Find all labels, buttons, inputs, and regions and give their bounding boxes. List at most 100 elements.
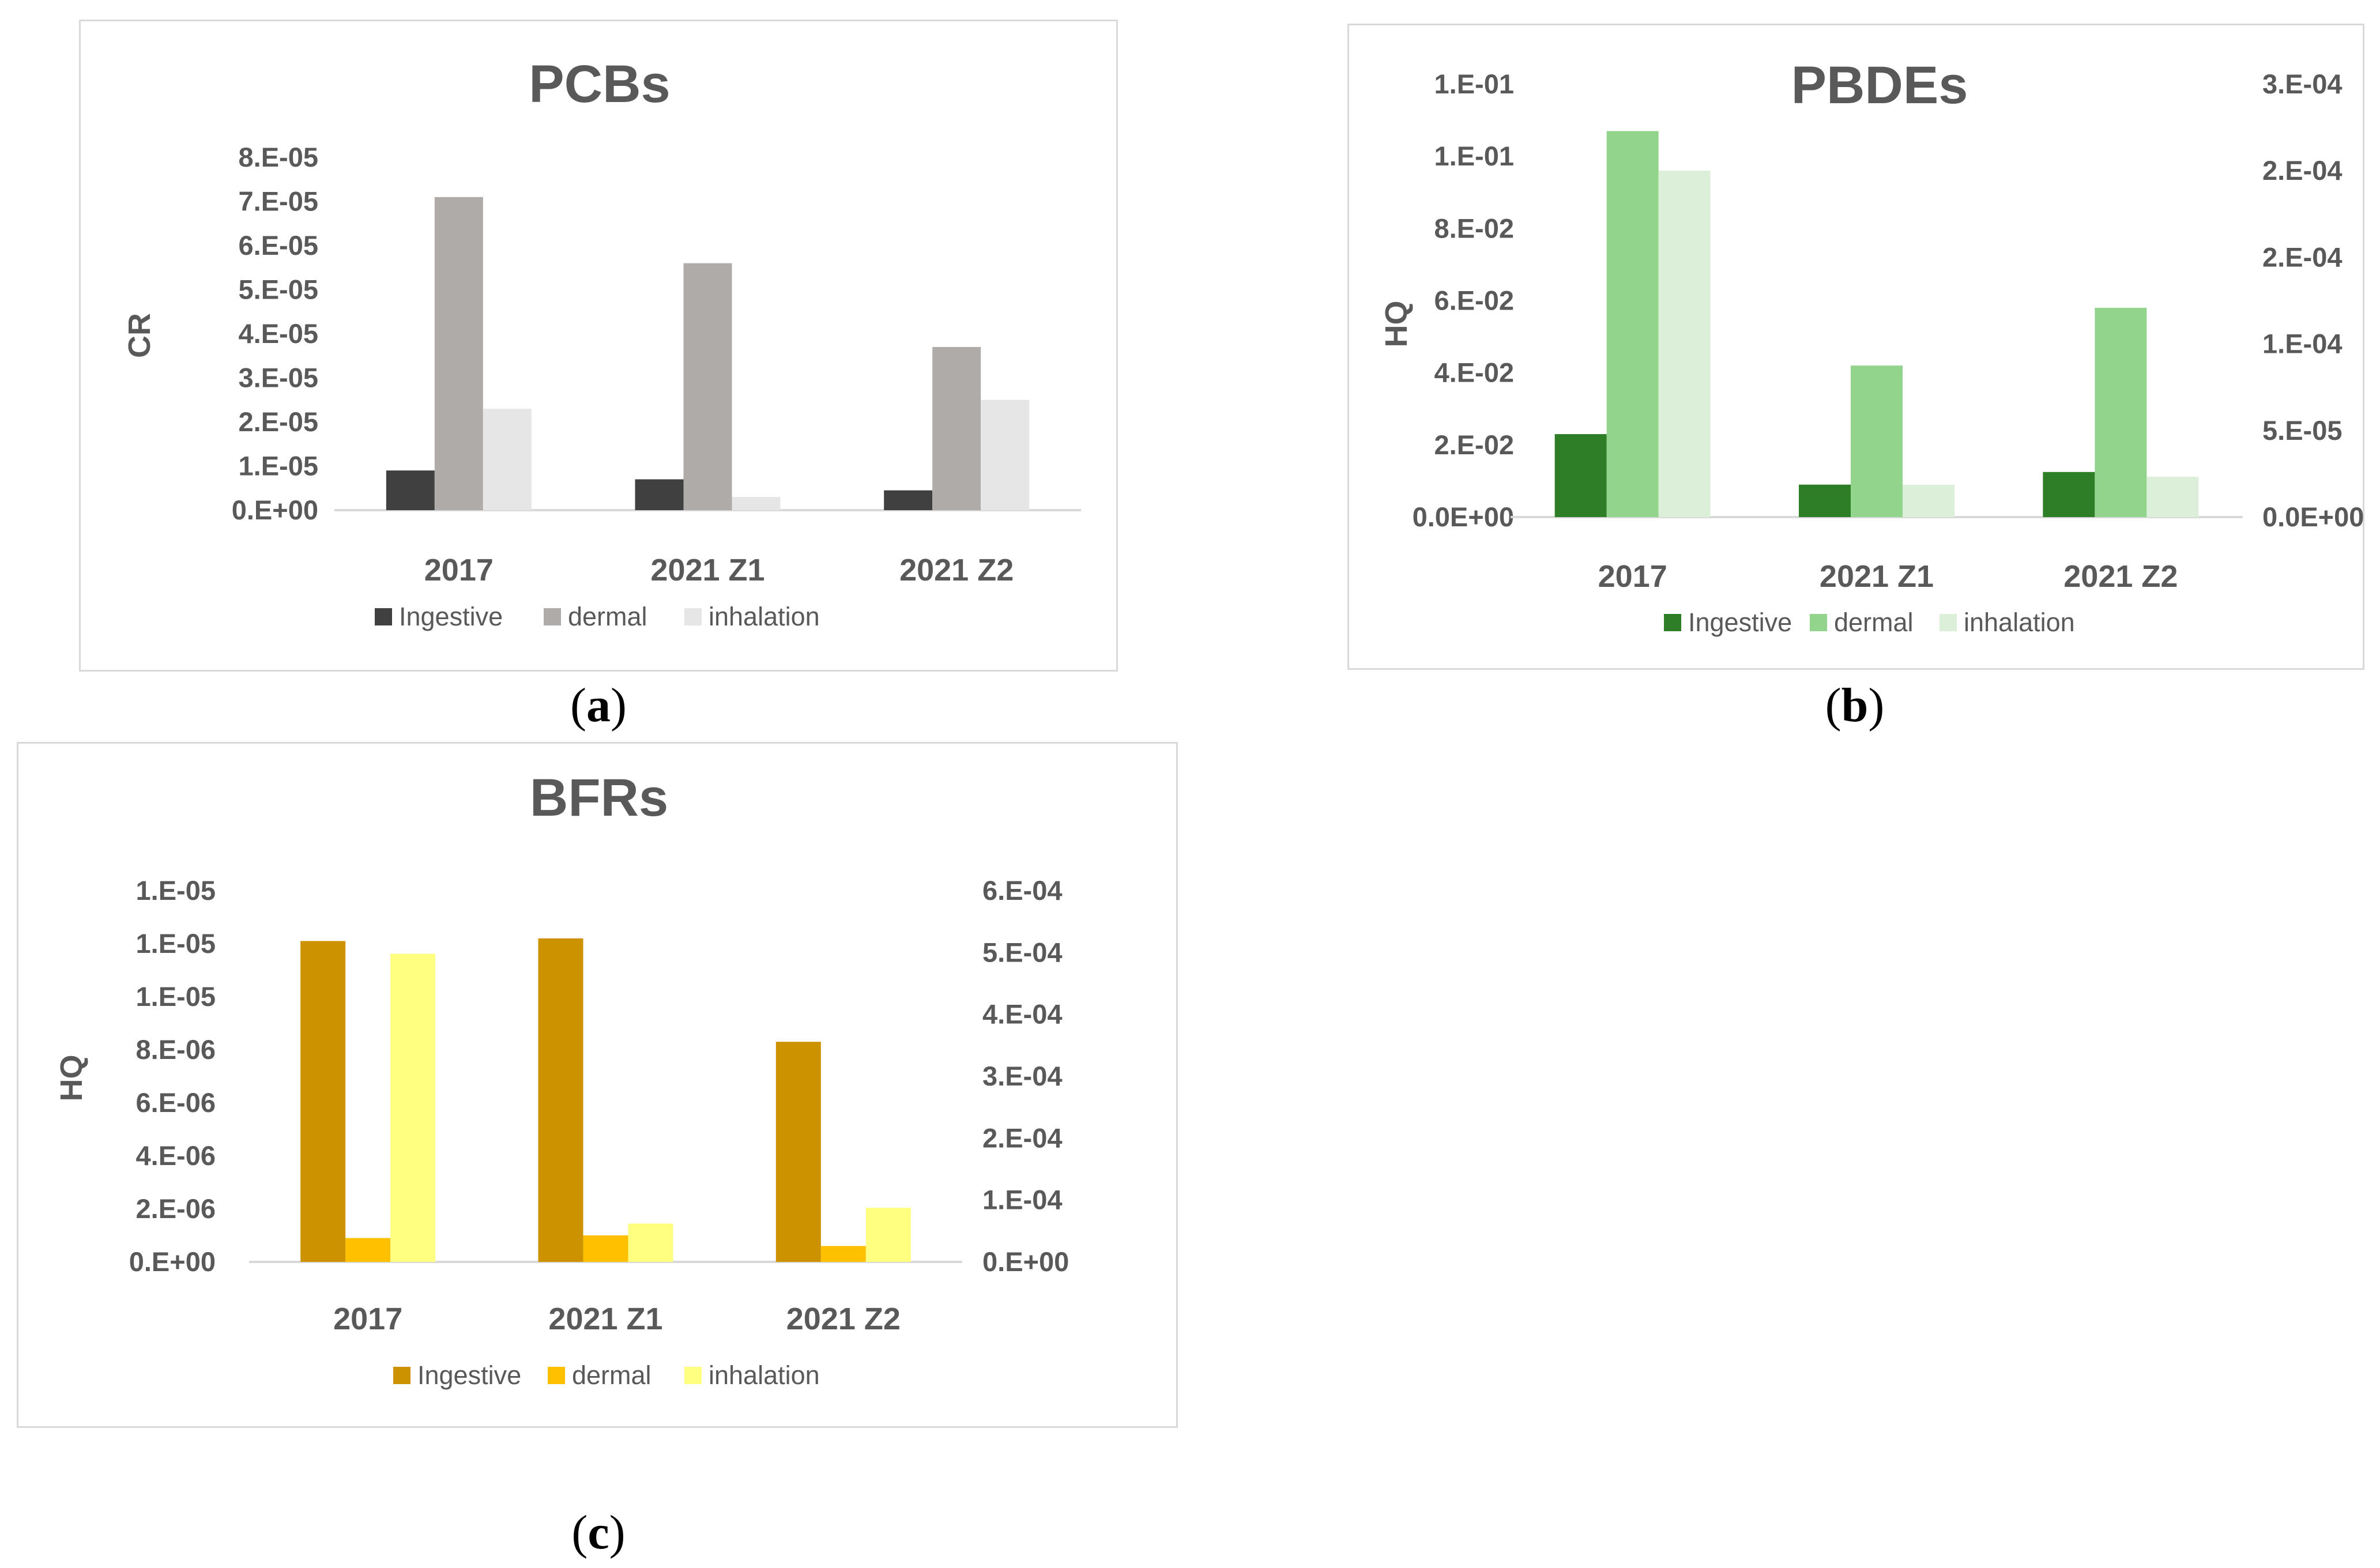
bar-inhalation-2021-z2 [2146, 477, 2199, 517]
y-tick-label: 0.E+00 [232, 495, 318, 525]
bar-ingestive-2017 [300, 941, 346, 1262]
y-axis-label: HQ [1379, 301, 1414, 348]
y-tick-label: 1.E-05 [239, 451, 318, 481]
y2-tick-label: 4.E-04 [982, 999, 1062, 1030]
chart-panel-bfrs: BFRs HQ 0.E+00 2.E-06 4.E-06 6.E-06 8.E-06 1.E-… [17, 742, 1178, 1428]
legend-label-dermal: dermal [568, 602, 647, 631]
bar-ingestive-2021-z2 [2043, 472, 2095, 517]
bar-ingestive-2021-z2 [884, 490, 933, 510]
bar-dermal-2021-z1 [1851, 365, 1903, 517]
bar-inhalation-2017 [1658, 171, 1711, 517]
y-tick-label: 4.E-06 [136, 1140, 216, 1171]
y-tick-label: 8.E-02 [1434, 213, 1514, 243]
x-category-label: 2021 Z2 [786, 1302, 901, 1336]
y-tick-label: 1.E-01 [1434, 69, 1514, 99]
bar-inhalation-2021-z2 [865, 1208, 911, 1262]
y-tick-label: 0.0E+00 [1413, 502, 1514, 532]
bar-inhalation-2017 [390, 953, 436, 1262]
bar-ingestive-2017 [386, 470, 435, 510]
y2-tick-label: 6.E-04 [982, 875, 1062, 906]
y2-tick-label: 0.E+00 [982, 1246, 1069, 1277]
y-tick-label: 6.E-02 [1434, 285, 1514, 316]
x-category-label: 2017 [333, 1302, 402, 1336]
bar-dermal-2017 [1606, 131, 1659, 517]
chart-bfrs: BFRs HQ 0.E+00 2.E-06 4.E-06 6.E-06 8.E-06 1.E-… [54, 768, 1069, 1390]
caption-b: (b) [1825, 679, 1885, 732]
y2-tick-label: 1.E-04 [982, 1185, 1062, 1215]
legend-swatch-ingestive [1664, 614, 1681, 631]
legend-swatch-inhalation [684, 1367, 702, 1384]
y2-tick-label: 2.E-04 [982, 1122, 1062, 1153]
caption-c: (c) [571, 1506, 626, 1559]
bar-dermal-2021-z1 [583, 1235, 628, 1262]
y2-tick-label: 3.E-04 [2262, 69, 2342, 99]
y-tick-label: 1.E-01 [1434, 141, 1514, 171]
legend-label-ingestive: Ingestive [1688, 608, 1792, 637]
y-axis-label: CR [122, 313, 157, 358]
y2-tick-label: 2.E-04 [2262, 242, 2342, 272]
y-tick-label: 6.E-06 [136, 1087, 216, 1118]
legend-swatch-dermal [548, 1367, 565, 1384]
bar-dermal-2017 [345, 1238, 391, 1262]
y-tick-label: 4.E-05 [239, 318, 318, 349]
chart-pcbs: PCBs CR 0.E+00 1.E-05 2.E-05 3.E-05 4.E-05 5.E-… [122, 55, 1081, 631]
y-tick-label: 1.E-05 [136, 875, 216, 906]
bar-ingestive-2021-z1 [1799, 484, 1851, 517]
bar-dermal-2021-z2 [932, 346, 981, 510]
y2-tick-label: 5.E-05 [2262, 415, 2342, 446]
x-category-label: 2021 Z1 [548, 1302, 662, 1336]
bar-ingestive-2017 [1554, 434, 1607, 517]
x-category-label: 2021 Z1 [1820, 559, 1934, 594]
legend-swatch-dermal [1810, 614, 1827, 631]
chart-pbdes: PBDEs HQ 0.0E+00 2.E-02 4.E-02 6.E-02 8.E-02 1.… [1379, 56, 2364, 637]
y-tick-label: 8.E-05 [239, 142, 318, 172]
y-tick-label: 4.E-02 [1434, 357, 1514, 388]
legend-swatch-dermal [544, 608, 561, 625]
y-tick-label: 3.E-05 [239, 363, 318, 393]
chart-title: PBDEs [1791, 56, 1968, 115]
y-tick-label: 1.E-05 [136, 981, 216, 1012]
y-tick-label: 1.E-05 [136, 928, 216, 959]
x-category-label: 2021 Z2 [2063, 559, 2178, 594]
legend-swatch-inhalation [684, 608, 702, 625]
bar-inhalation-2021-z1 [628, 1223, 673, 1262]
legend-swatch-ingestive [393, 1367, 411, 1384]
y-tick-label: 2.E-06 [136, 1193, 216, 1224]
y-tick-label: 8.E-06 [136, 1034, 216, 1065]
y2-tick-label: 0.0E+00 [2262, 502, 2364, 532]
bar-dermal-2017 [434, 197, 483, 511]
bar-inhalation-2017 [483, 409, 532, 510]
legend-label-dermal: dermal [572, 1360, 652, 1390]
legend-label-dermal: dermal [1834, 608, 1914, 637]
y2-tick-label: 1.E-04 [2262, 329, 2342, 359]
y2-tick-label: 5.E-04 [982, 937, 1062, 967]
y-tick-label: 2.E-02 [1434, 429, 1514, 460]
x-category-label: 2017 [1598, 559, 1667, 594]
legend-swatch-inhalation [1940, 614, 1957, 631]
x-category-label: 2021 Z2 [899, 553, 1014, 587]
bar-dermal-2021-z2 [820, 1246, 866, 1262]
bar-ingestive-2021-z2 [775, 1042, 821, 1262]
legend-label-ingestive: Ingestive [417, 1360, 521, 1390]
x-category-label: 2017 [424, 553, 494, 587]
y-tick-label: 2.E-05 [239, 406, 318, 437]
legend-label-ingestive: Ingestive [399, 602, 503, 631]
legend-label-inhalation: inhalation [709, 1360, 820, 1390]
bar-ingestive-2021-z1 [635, 479, 684, 510]
bar-inhalation-2021-z1 [1903, 484, 1955, 517]
chart-panel-pbdes: PBDEs HQ 0.0E+00 2.E-02 4.E-02 6.E-02 8.E-02 1.… [1347, 24, 2364, 670]
y-tick-label: 5.E-05 [239, 274, 318, 305]
x-category-label: 2021 Z1 [650, 553, 765, 587]
chart-title: BFRs [530, 768, 668, 827]
y-tick-label: 6.E-05 [239, 230, 318, 261]
bar-inhalation-2021-z2 [981, 399, 1030, 510]
legend-label-inhalation: inhalation [1964, 608, 2075, 637]
chart-panel-pcbs: PCBs CR 0.E+00 1.E-05 2.E-05 3.E-05 4.E-05 5.E-… [79, 20, 1118, 672]
legend-swatch-ingestive [375, 608, 392, 625]
bar-ingestive-2021-z1 [538, 938, 583, 1262]
y2-tick-label: 3.E-04 [982, 1061, 1062, 1091]
bar-dermal-2021-z2 [2095, 308, 2147, 517]
y2-tick-label: 2.E-04 [2262, 155, 2342, 186]
caption-a: (a) [570, 679, 627, 732]
chart-title: PCBs [529, 55, 670, 114]
